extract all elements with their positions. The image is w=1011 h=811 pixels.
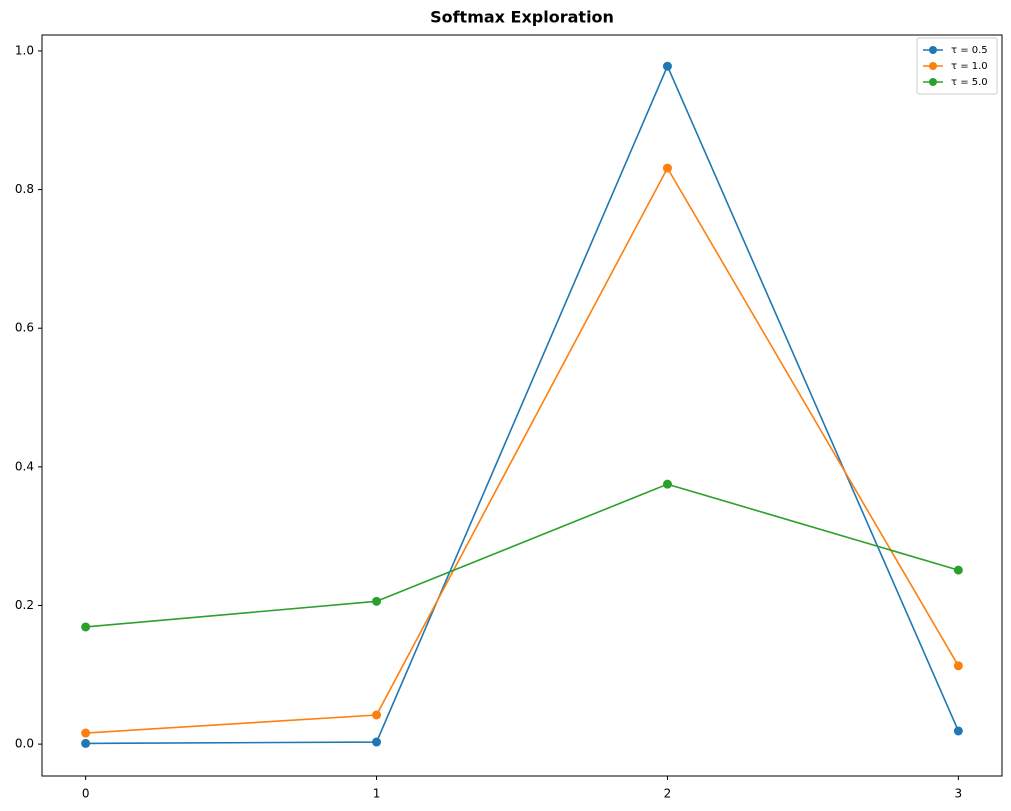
point bbox=[662, 479, 672, 489]
point bbox=[953, 661, 963, 671]
point bbox=[953, 726, 963, 736]
x-tick-label: 3 bbox=[955, 787, 963, 801]
x-tick-label: 0 bbox=[82, 787, 90, 801]
point bbox=[662, 163, 672, 173]
point bbox=[372, 596, 382, 606]
legend-marker bbox=[929, 78, 937, 86]
y-tick-label: 0.0 bbox=[15, 737, 34, 751]
legend-label: τ = 1.0 bbox=[951, 61, 988, 72]
point bbox=[81, 728, 91, 738]
legend-box bbox=[916, 37, 998, 95]
y-tick-label: 0.4 bbox=[15, 459, 34, 473]
legend-marker bbox=[929, 62, 937, 70]
line bbox=[85, 483, 959, 628]
legend-label: τ = 0.5 bbox=[951, 45, 988, 56]
point bbox=[372, 737, 382, 747]
point bbox=[372, 710, 382, 720]
plot-frame bbox=[41, 34, 1003, 777]
y-tick-label: 0.2 bbox=[15, 598, 34, 612]
line bbox=[85, 166, 960, 734]
line bbox=[85, 64, 960, 745]
legend-marker bbox=[929, 46, 937, 54]
x-tick-label: 1 bbox=[373, 787, 381, 801]
x-tick-label: 2 bbox=[664, 787, 672, 801]
y-tick-label: 0.8 bbox=[15, 182, 34, 196]
y-tick-label: 0.6 bbox=[15, 321, 34, 335]
legend-label: τ = 5.0 bbox=[951, 77, 988, 88]
point bbox=[953, 565, 963, 575]
chart-title: Softmax Exploration bbox=[430, 8, 614, 27]
point bbox=[81, 622, 91, 632]
y-tick-label: 1.0 bbox=[15, 43, 34, 57]
point bbox=[662, 61, 672, 71]
point bbox=[81, 738, 91, 748]
